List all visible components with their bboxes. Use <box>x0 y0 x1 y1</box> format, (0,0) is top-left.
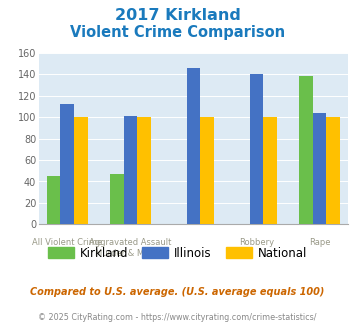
Bar <box>263 117 277 224</box>
Text: Aggravated Assault: Aggravated Assault <box>89 238 171 247</box>
Bar <box>74 117 88 224</box>
Text: Robbery: Robbery <box>239 238 274 247</box>
Bar <box>327 117 340 224</box>
Text: Compared to U.S. average. (U.S. average equals 100): Compared to U.S. average. (U.S. average … <box>30 287 325 297</box>
Text: Violent Crime Comparison: Violent Crime Comparison <box>70 25 285 40</box>
Bar <box>60 104 74 224</box>
Text: © 2025 CityRating.com - https://www.cityrating.com/crime-statistics/: © 2025 CityRating.com - https://www.city… <box>38 313 317 322</box>
Bar <box>124 116 137 224</box>
Bar <box>186 68 201 224</box>
Text: Rape: Rape <box>309 238 330 247</box>
Bar <box>201 117 214 224</box>
Legend: Kirkland, Illinois, National: Kirkland, Illinois, National <box>43 242 312 264</box>
Text: Murder & Mans...: Murder & Mans... <box>94 249 166 258</box>
Bar <box>299 76 313 224</box>
Bar <box>313 113 327 224</box>
Bar <box>250 74 263 224</box>
Bar <box>110 174 124 224</box>
Bar <box>137 117 151 224</box>
Text: All Violent Crime: All Violent Crime <box>32 238 103 247</box>
Bar <box>47 176 60 224</box>
Text: 2017 Kirkland: 2017 Kirkland <box>115 8 240 23</box>
